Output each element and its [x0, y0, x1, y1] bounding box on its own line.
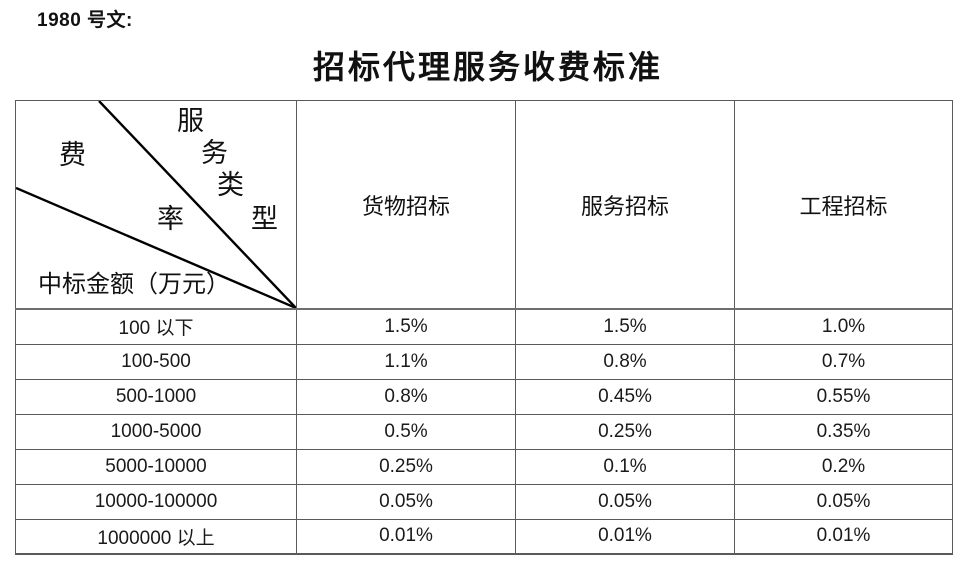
table-header-row: 服 务 类 型 费 率 中标金额（万元） 货物招标 服务招标 工程招标 — [15, 100, 953, 310]
corner-fee-rate-char-2: 率 — [157, 204, 184, 234]
diagonal-header-content: 服 务 类 型 费 率 中标金额（万元） — [16, 101, 296, 308]
amount-range-cell: 5000-10000 — [15, 448, 297, 485]
rate-cell: 0.25% — [296, 448, 516, 485]
rate-cell: 0.8% — [296, 378, 516, 415]
rate-cell: 1.0% — [734, 308, 953, 345]
rate-cell: 0.5% — [296, 413, 516, 450]
table-row: 10000-100000 0.05% 0.05% 0.05% — [15, 483, 953, 520]
fee-rate-table: 服 务 类 型 费 率 中标金额（万元） 货物招标 服务招标 工程招标 100 … — [15, 100, 953, 555]
rate-cell: 1.1% — [296, 343, 516, 380]
rate-cell: 0.01% — [734, 518, 953, 555]
amount-range-cell: 100 以下 — [15, 308, 297, 345]
table-row: 100 以下 1.5% 1.5% 1.0% — [15, 308, 953, 345]
table-row: 100-500 1.1% 0.8% 0.7% — [15, 343, 953, 380]
diagonal-line-upper — [98, 101, 296, 308]
rate-cell: 0.05% — [734, 483, 953, 520]
amount-range-cell: 100-500 — [15, 343, 297, 380]
rate-cell: 0.35% — [734, 413, 953, 450]
corner-service-type-char-4: 型 — [251, 204, 278, 234]
corner-service-type-char-3: 类 — [217, 170, 244, 200]
column-header-goods-bidding: 货物招标 — [296, 100, 516, 310]
rate-cell: 0.01% — [515, 518, 735, 555]
table-row: 500-1000 0.8% 0.45% 0.55% — [15, 378, 953, 415]
rate-cell: 0.01% — [296, 518, 516, 555]
rate-cell: 0.7% — [734, 343, 953, 380]
rate-cell: 1.5% — [515, 308, 735, 345]
table-row: 5000-10000 0.25% 0.1% 0.2% — [15, 448, 953, 485]
page-title: 招标代理服务收费标准 — [312, 49, 663, 85]
corner-fee-rate-char-1: 费 — [59, 140, 86, 170]
table-row: 1000000 以上 0.01% 0.01% 0.01% — [15, 518, 953, 555]
rate-cell: 0.8% — [515, 343, 735, 380]
table-row: 1000-5000 0.5% 0.25% 0.35% — [15, 413, 953, 450]
rate-cell: 0.45% — [515, 378, 735, 415]
column-header-engineering-bidding: 工程招标 — [734, 100, 953, 310]
rate-cell: 0.25% — [515, 413, 735, 450]
amount-range-cell: 10000-100000 — [15, 483, 297, 520]
diagonal-header-cell: 服 务 类 型 费 率 中标金额（万元） — [15, 100, 297, 310]
rate-cell: 1.5% — [296, 308, 516, 345]
amount-range-cell: 1000-5000 — [15, 413, 297, 450]
amount-range-cell: 1000000 以上 — [15, 518, 297, 555]
corner-service-type-char-1: 服 — [177, 106, 204, 136]
rate-cell: 0.2% — [734, 448, 953, 485]
rate-cell: 0.1% — [515, 448, 735, 485]
column-header-service-bidding: 服务招标 — [515, 100, 735, 310]
amount-range-cell: 500-1000 — [15, 378, 297, 415]
rate-cell: 0.05% — [515, 483, 735, 520]
corner-amount-label: 中标金额（万元） — [38, 272, 230, 298]
rate-cell: 0.05% — [296, 483, 516, 520]
doc-ref-label: 1980 号文: — [37, 10, 133, 31]
rate-cell: 0.55% — [734, 378, 953, 415]
diagonal-line-lower — [16, 186, 296, 308]
diagonal-lines-graphic — [16, 101, 296, 308]
corner-service-type-char-2: 务 — [201, 138, 228, 168]
